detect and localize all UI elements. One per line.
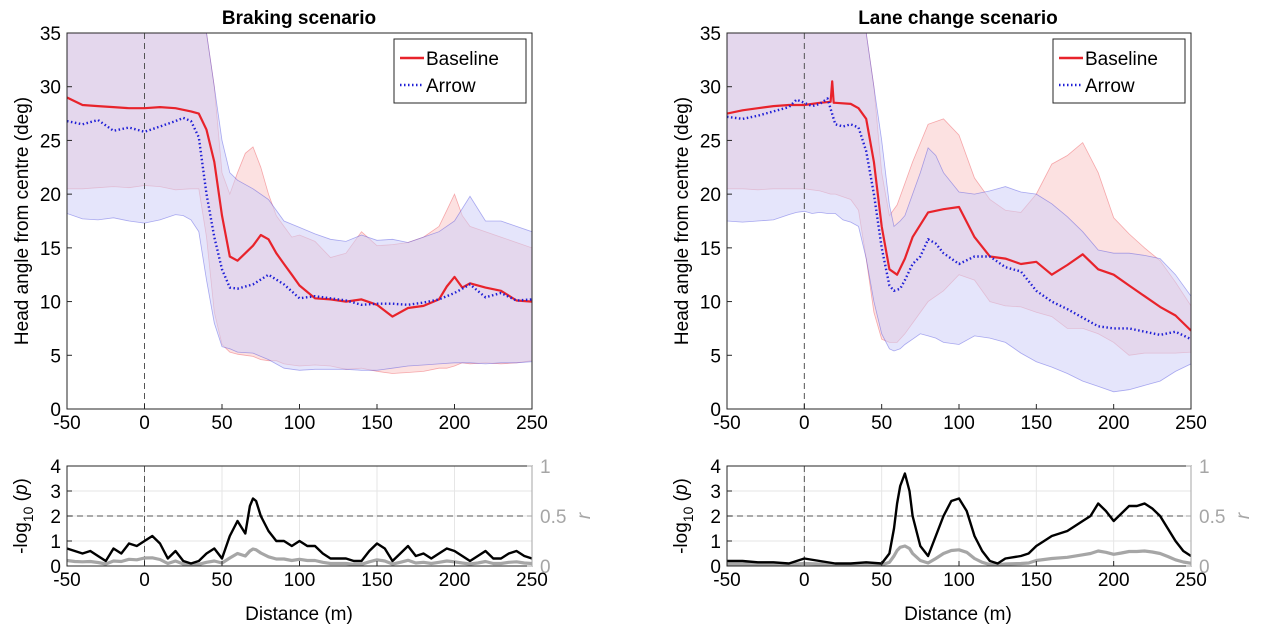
braking-x-tick-label: 150	[361, 570, 393, 591]
lane-change-y-tick-label: 20	[700, 185, 721, 206]
braking-significance-panel: Distance (m) -50 0 50 100 150 200 2500123400.5…	[11, 457, 595, 625]
lane-change-r-axis-label: r	[1233, 512, 1254, 519]
lane-change-y-tick-label: 2	[710, 507, 721, 528]
braking-arrow-line	[67, 116, 532, 306]
lane-change-x-tick-label: 250	[1175, 413, 1207, 434]
braking-y-tick-label: 10	[40, 293, 61, 314]
braking-y-tick-label: 15	[40, 239, 61, 260]
braking-right-tick-label: 1	[540, 457, 551, 478]
lane-change-x-tick-label: 100	[943, 570, 975, 591]
lane-change-right-tick-label: 1	[1199, 457, 1210, 478]
lane-change-y-tick-label: 25	[700, 131, 721, 152]
lane-change-x-tick-label: 150	[1020, 413, 1052, 434]
lane-change-x-tick-label: 50	[871, 413, 892, 434]
braking-y-tick-label: 35	[40, 24, 61, 45]
lane-change-legend-box	[1052, 38, 1186, 104]
braking-r-line	[67, 547, 532, 566]
lane-change-y-tick-label: 5	[710, 346, 721, 367]
braking-legend-baseline-label: Baseline	[426, 49, 499, 70]
lane-change-x-tick-label: 200	[1098, 413, 1130, 434]
braking-baseline-line	[67, 96, 532, 318]
braking-y-tick-label: 3	[50, 482, 61, 503]
braking-x-tick-label: -50	[53, 570, 80, 591]
braking-head-angle-panel: Braking scenario Head angle from centre …	[12, 8, 548, 434]
braking-r-axis-label: r	[574, 512, 595, 519]
lane-change-y-tick-label: 3	[710, 482, 721, 503]
braking-arrow-band	[67, 33, 532, 371]
lane-change-y-tick-label: 1	[710, 532, 721, 553]
braking-y-tick-label: 20	[40, 185, 61, 206]
lane-change-x-tick-label: 100	[943, 413, 975, 434]
braking-y-tick-label: 4	[50, 457, 61, 478]
lane-change-x-tick-label: 250	[1175, 570, 1207, 591]
braking-right-tick-label: 0.5	[540, 507, 566, 528]
braking-x-tick-label: 50	[211, 413, 232, 434]
lane-change-arrow-line	[727, 97, 1191, 341]
braking-y-tick-label: 25	[40, 131, 61, 152]
lane-change-neg-log-p-line	[727, 472, 1191, 565]
lane-change-panel-title: Lane change scenario	[858, 8, 1058, 29]
lane-change-legend-baseline-label: Baseline	[1085, 49, 1158, 70]
braking-y-tick-label: 0	[50, 400, 61, 421]
braking-neg-log-p-line	[67, 497, 532, 565]
lane-change-y-axis-label: Head angle from centre (deg)	[672, 97, 693, 345]
lane-change-p-axis-label: -log10 (p)	[671, 478, 696, 554]
lane-change-y-tick-label: 15	[700, 239, 721, 260]
braking-x-tick-label: 200	[439, 570, 471, 591]
lane-change-x-tick-label: 50	[871, 570, 892, 591]
braking-panel-title: Braking scenario	[222, 8, 376, 29]
lane-change-x-tick-label: 150	[1020, 570, 1052, 591]
braking-right-tick-label: 0	[540, 557, 551, 578]
lane-change-significance-panel: Distance (m) -50 0 50 100 150 200 2500123400.5…	[671, 457, 1254, 625]
lane-change-right-tick-label: 0.5	[1199, 507, 1225, 528]
lane-change-x-axis-label: Distance (m)	[904, 604, 1012, 625]
braking-x-tick-label: 50	[211, 570, 232, 591]
lane-change-y-tick-label: 35	[700, 24, 721, 45]
braking-legend: Baseline Arrow	[393, 38, 527, 104]
lane-change-legend: Baseline Arrow	[1052, 38, 1186, 104]
lane-change-y-tick-label: 10	[700, 293, 721, 314]
lane-change-x-tick-label: -50	[713, 570, 740, 591]
braking-x-tick-label: 250	[516, 570, 548, 591]
lane-change-head-angle-panel: Lane change scenario Head angle from cen…	[672, 8, 1207, 434]
braking-y-tick-label: 2	[50, 507, 61, 528]
lane-change-y-tick-label: 0	[710, 557, 721, 578]
braking-legend-box	[393, 38, 527, 104]
braking-legend-arrow-label: Arrow	[426, 76, 476, 97]
braking-y-tick-label: 5	[50, 346, 61, 367]
lane-change-x-tick-label: 0	[799, 570, 810, 591]
lane-change-x-tick-label: 0	[799, 413, 810, 434]
braking-x-tick-label: 0	[139, 413, 150, 434]
braking-x-tick-label: 0	[139, 570, 150, 591]
braking-x-tick-label: 100	[284, 413, 316, 434]
lane-change-x-tick-label: 200	[1098, 570, 1130, 591]
lane-change-y-tick-label: 4	[710, 457, 721, 478]
braking-x-tick-label: -50	[53, 413, 80, 434]
braking-x-tick-label: 100	[284, 570, 316, 591]
lane-change-x-tick-label: -50	[713, 413, 740, 434]
lane-change-arrow-band	[727, 33, 1191, 393]
braking-y-tick-label: 0	[50, 557, 61, 578]
braking-y-tick-label: 30	[40, 78, 61, 99]
lane-change-legend-arrow-label: Arrow	[1085, 76, 1135, 97]
lane-change-right-tick-label: 0	[1199, 557, 1210, 578]
braking-x-tick-label: 200	[439, 413, 471, 434]
lane-change-r-line	[727, 544, 1191, 566]
lane-change-y-tick-label: 30	[700, 78, 721, 99]
braking-y-tick-label: 1	[50, 532, 61, 553]
braking-x-tick-label: 150	[361, 413, 393, 434]
braking-x-axis-label: Distance (m)	[245, 604, 353, 625]
braking-p-axis-label: -log10 (p)	[11, 478, 36, 554]
braking-x-tick-label: 250	[516, 413, 548, 434]
braking-y-axis-label: Head angle from centre (deg)	[12, 97, 33, 345]
lane-change-y-tick-label: 0	[710, 400, 721, 421]
